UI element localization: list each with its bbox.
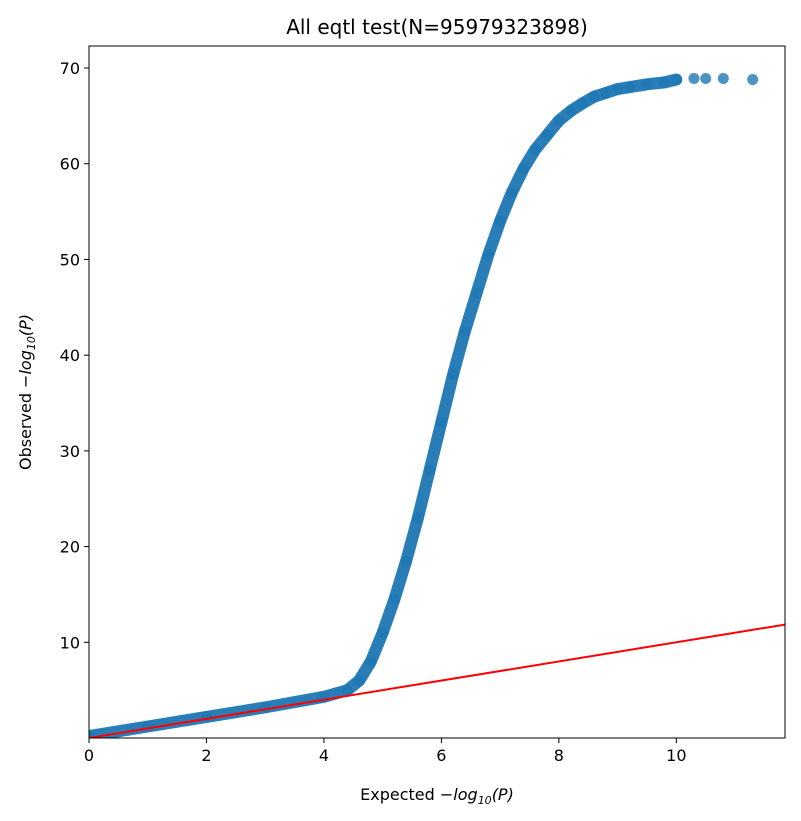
x-tick-label: 6 (436, 746, 446, 765)
data-point (576, 97, 588, 109)
y-tick-label: 50 (60, 250, 80, 269)
x-axis-label-sub: 10 (478, 794, 492, 807)
data-point (365, 655, 377, 667)
x-axis-ticks: 0 2 4 6 8 10 (84, 738, 687, 765)
y-tick-label: 30 (60, 442, 80, 461)
data-point (341, 684, 353, 696)
points-layer (89, 73, 759, 738)
data-point (700, 73, 712, 85)
data-point (412, 512, 424, 524)
axes-frame (88, 45, 786, 739)
data-point (388, 593, 400, 605)
y-axis-label-sub: 10 (25, 336, 38, 350)
data-point (588, 91, 600, 103)
data-point (471, 287, 483, 299)
y-axis-label-log: log (16, 350, 35, 374)
data-point (424, 464, 436, 476)
data-point (89, 730, 95, 738)
x-axis-label: Expected −log10(P) (360, 785, 514, 807)
data-point (459, 325, 471, 337)
data-point (529, 143, 541, 155)
data-point (142, 721, 154, 733)
x-axis-label-suffix: (P) (492, 785, 514, 804)
x-axis-label-log: log (453, 785, 477, 804)
y-tick-label: 60 (60, 155, 80, 174)
x-tick-label: 10 (666, 746, 686, 765)
data-point (400, 555, 412, 567)
data-point (482, 249, 494, 261)
data-point (659, 76, 671, 88)
data-point (553, 115, 565, 127)
data-point (259, 701, 271, 713)
reference-line-layer (89, 623, 785, 738)
plot-area (89, 73, 785, 738)
x-tick-label: 4 (319, 746, 329, 765)
x-tick-label: 2 (201, 746, 211, 765)
data-point (717, 73, 729, 85)
data-point (541, 129, 553, 141)
data-point (688, 73, 700, 85)
y-tick-label: 70 (60, 59, 80, 78)
data-point (435, 416, 447, 428)
data-point (506, 186, 518, 198)
y-tick-label: 20 (60, 538, 80, 557)
data-point (200, 711, 212, 723)
expected-reference-line (89, 623, 785, 738)
y-axis-label: Observed −log10(P) (16, 314, 38, 470)
data-point (565, 105, 577, 117)
data-point (670, 73, 682, 85)
data-point (494, 215, 506, 227)
data-point (353, 675, 365, 687)
x-tick-label: 0 (84, 746, 94, 765)
data-point (518, 163, 530, 175)
data-point (612, 83, 624, 95)
x-axis-label-prefix: Expected − (360, 785, 453, 804)
y-axis-label-suffix: (P) (16, 314, 35, 336)
y-axis-ticks: 10 20 30 40 50 60 70 (60, 59, 89, 652)
data-point (623, 81, 635, 93)
data-point (377, 627, 389, 639)
chart-title: All eqtl test(N=95979323898) (286, 15, 588, 39)
y-tick-label: 40 (60, 346, 80, 365)
y-tick-label: 10 (60, 633, 80, 652)
data-point (600, 87, 612, 99)
data-point (641, 78, 653, 90)
data-point (747, 73, 759, 85)
data-point (447, 368, 459, 380)
y-axis-label-prefix: Observed − (16, 375, 35, 470)
x-tick-label: 8 (554, 746, 564, 765)
